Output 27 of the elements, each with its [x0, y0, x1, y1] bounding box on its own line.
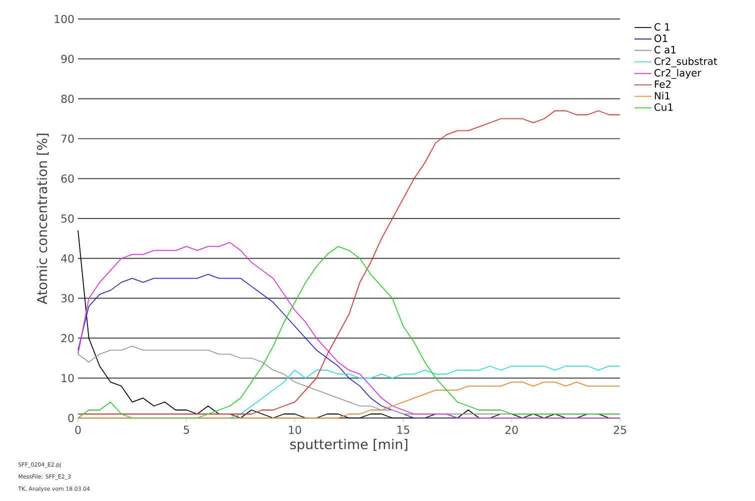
legend-label: C 1 [654, 23, 670, 31]
y-tick-label: 90 [61, 54, 74, 64]
legend-label: Cr2_layer [654, 68, 702, 79]
y-tick-label: 0 [68, 414, 74, 422]
legend-label: Cr2_substrat [654, 57, 718, 68]
x-tick-label: 0 [75, 426, 81, 434]
legend-label: Cu1 [654, 103, 673, 111]
x-tick-label: 20 [505, 426, 518, 434]
legend-label: O1 [654, 34, 668, 42]
x-tick-label: 10 [289, 426, 302, 434]
y-tick-label: 40 [61, 254, 74, 263]
y-tick-label: 30 [61, 294, 74, 302]
y-tick-label: 80 [61, 94, 74, 103]
y-tick-label: 70 [61, 134, 74, 143]
y-tick-label: 50 [61, 214, 74, 223]
y-tick-label: 60 [61, 174, 74, 183]
legend-label: Fe2 [654, 80, 671, 88]
y-tick-label: 10 [62, 374, 74, 382]
legend-label: C a1 [654, 46, 676, 54]
y-tick-label: 100 [54, 14, 74, 24]
y-axis-title: Atomic concentration [%] [36, 134, 49, 304]
legend-label: Ni1 [654, 92, 670, 100]
x-tick-label: 5 [184, 426, 189, 434]
x-tick-label: 15 [397, 426, 410, 434]
y-tick-label: 20 [61, 334, 74, 342]
x-axis-title: sputtertime [min] [290, 438, 408, 452]
x-tick-label: 25 [614, 426, 626, 434]
